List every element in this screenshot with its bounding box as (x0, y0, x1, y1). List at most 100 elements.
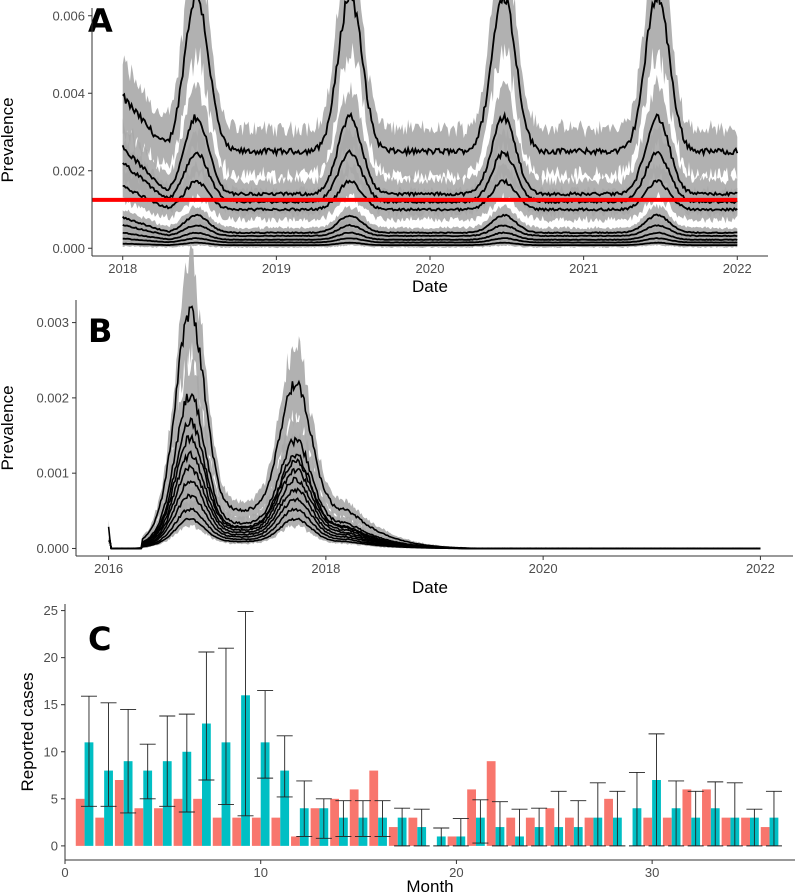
panel-a: A 2018 2019 2020 2021 2022 0.0000.0020.0040.… (0, 0, 768, 296)
bar-observed (702, 789, 711, 846)
bar-observed (291, 836, 300, 846)
bar-observed (193, 798, 202, 846)
bar-observed (330, 798, 339, 846)
bar-observed (271, 817, 281, 846)
bar-observed (525, 817, 535, 846)
panel-c-x-title: Month (406, 877, 453, 895)
x-tick-label: 2020 (529, 561, 558, 576)
bar-observed (447, 836, 457, 846)
x-tick-label: 30 (645, 865, 659, 880)
bar-observed (75, 798, 85, 846)
panel-a-x-title: Date (412, 277, 448, 296)
bar-observed (760, 827, 770, 846)
x-tick-label: 2021 (569, 261, 598, 276)
panel-c-error-bars (80, 611, 782, 847)
panel-b-y-ticks: 0.000 0.001 0.002 0.003 (36, 315, 76, 556)
x-tick-label: 20 (449, 865, 463, 880)
panel-c-x-ticks: 0 10 20 30 (61, 860, 659, 880)
panel-a-uncertainty-band (122, 0, 738, 249)
bar-observed (721, 817, 731, 846)
y-tick-label: 0.002 (52, 163, 85, 178)
series-line (122, 241, 738, 247)
panel-a-y-title: Prevalence (0, 97, 17, 182)
bar-observed (408, 817, 418, 846)
bar-observed (310, 808, 320, 846)
x-tick-label: 2018 (311, 561, 340, 576)
y-tick-label: 0.000 (36, 541, 69, 556)
bar-observed (95, 817, 105, 846)
bar-observed (584, 817, 594, 846)
y-tick-label: 0 (51, 838, 58, 853)
panel-c-y-ticks: 0 5 10 15 20 25 (44, 603, 65, 853)
y-tick-label: 20 (44, 650, 58, 665)
y-tick-label: 5 (51, 791, 58, 806)
bar-observed (545, 808, 555, 846)
panel-b-x-title: Date (412, 578, 448, 597)
bar-simulated (143, 770, 153, 846)
panel-c-bars (75, 695, 779, 846)
x-tick-label: 2016 (94, 561, 123, 576)
x-tick-label: 0 (61, 865, 68, 880)
panel-label-c: C (88, 620, 111, 658)
y-tick-label: 0.003 (36, 315, 69, 330)
y-tick-label: 0.002 (36, 390, 69, 405)
bar-observed (643, 817, 653, 846)
panel-c: C 0 10 20 30 0 5 10 15 20 25 Month Reported case… (18, 603, 795, 895)
bar-observed (232, 817, 242, 846)
series-line (122, 231, 738, 241)
series-line (121, 111, 738, 198)
bar-observed (682, 789, 692, 846)
x-tick-label: 2019 (262, 261, 291, 276)
series-line (108, 517, 761, 550)
panel-a-series-lines (121, 0, 739, 247)
x-tick-label: 2020 (416, 261, 445, 276)
bar-simulated (260, 742, 270, 846)
uncertainty-band (122, 159, 738, 224)
series-line (122, 0, 739, 158)
bar-observed (467, 789, 476, 846)
bar-simulated (104, 770, 113, 846)
bar-simulated (280, 770, 290, 846)
bar-observed (134, 808, 144, 846)
panel-b-x-ticks: 2016 2018 2020 2022 (94, 556, 775, 576)
panel-label-b: B (88, 312, 112, 350)
bar-observed (369, 770, 379, 846)
panel-b-y-title: Prevalence (0, 385, 17, 470)
x-tick-label: 10 (253, 865, 267, 880)
series-line (122, 177, 738, 213)
panel-b: B 2016 2018 2020 2022 0.0000.0010.0020.003 … (0, 242, 793, 597)
y-tick-label: 15 (44, 697, 58, 712)
x-tick-label: 2022 (723, 261, 752, 276)
bar-observed (741, 817, 750, 846)
panel-c-y-title: Reported cases (18, 672, 37, 791)
panel-a-x-ticks: 2018 2019 2020 2021 2022 (108, 256, 752, 276)
series-line (122, 223, 738, 238)
y-tick-label: 10 (44, 744, 58, 759)
y-tick-label: 0.001 (36, 466, 69, 481)
bar-observed (565, 817, 574, 846)
uncertainty-band (122, 203, 738, 240)
bar-observed (662, 817, 672, 846)
bar-observed (114, 780, 124, 846)
series-line (121, 213, 738, 235)
bar-observed (486, 761, 496, 846)
uncertainty-band (122, 0, 738, 183)
y-tick-label: 25 (44, 603, 58, 618)
series-line (122, 237, 738, 244)
bar-observed (506, 817, 516, 846)
panel-b-series-lines (107, 305, 761, 550)
bar-observed (604, 798, 613, 846)
bar-observed (349, 789, 359, 846)
bar-observed (388, 827, 398, 846)
x-tick-label: 2018 (108, 261, 137, 276)
x-tick-label: 2022 (746, 561, 775, 576)
bar-observed (154, 808, 163, 846)
y-tick-label: 0.004 (52, 86, 85, 101)
bar-observed (212, 817, 222, 846)
uncertainty-band (122, 74, 738, 213)
y-tick-label: 0.006 (52, 8, 85, 23)
bar-simulated (201, 723, 211, 846)
bar-observed (251, 817, 261, 846)
bar-observed (173, 798, 183, 846)
